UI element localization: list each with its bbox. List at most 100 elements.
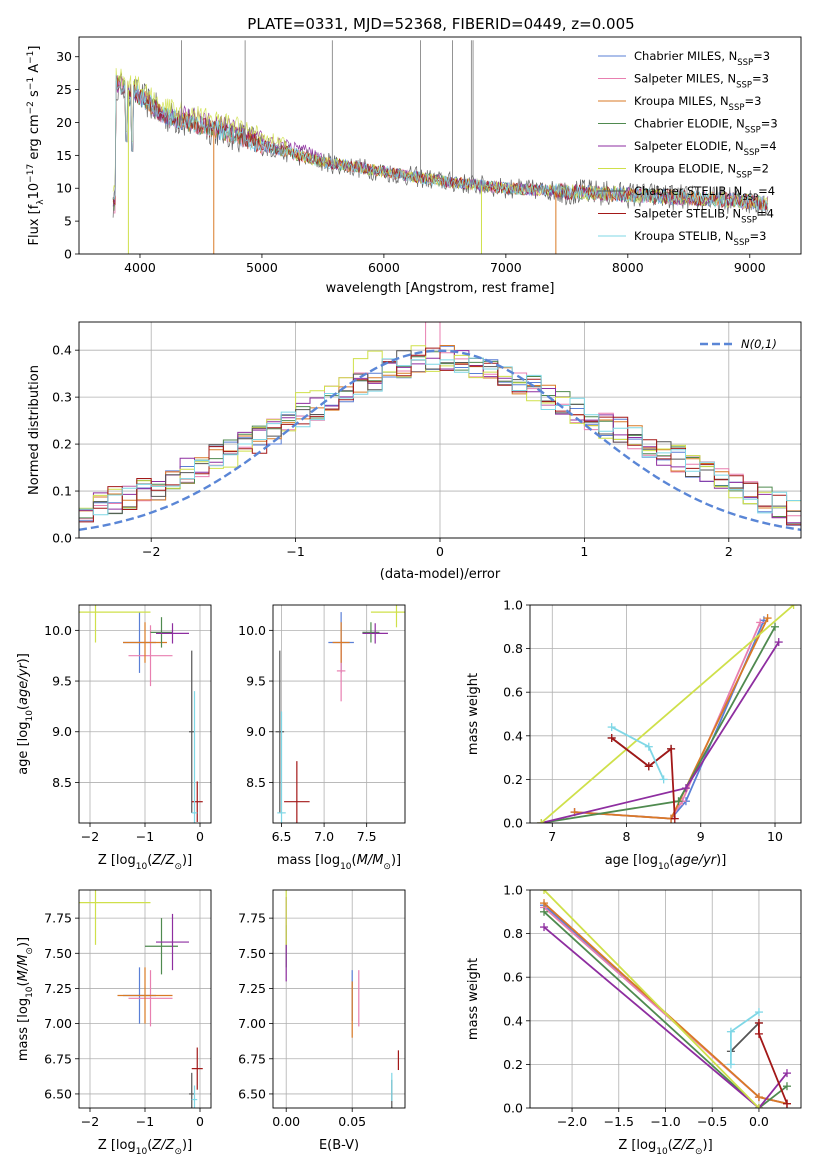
legend-entry: Kroupa MILES, NSSP=3 [634, 94, 761, 113]
x-tick-label: 7.5 [357, 829, 377, 844]
y-tick-label: 9.0 [246, 724, 266, 739]
y-axis-label: mass weight [466, 673, 481, 755]
x-axis-label: age [log10(age/yr)] [605, 853, 727, 872]
legend-entry: Chabrier ELODIE, NSSP=3 [634, 117, 778, 136]
age-vs-mass-panel: 6.5 7.0 7.5 8.5 9.0 9.5 10.0 mass [log10(M/M⊙)] [238, 604, 406, 872]
legend-entry: Chabrier MILES, NSSP=3 [634, 49, 770, 68]
weight-series [543, 911, 788, 1108]
y-tick-label: 1.0 [503, 598, 523, 613]
y-tick-label: 0.8 [503, 641, 523, 656]
y-tick-label: 9.5 [246, 674, 266, 689]
y-tick-label: 6.75 [238, 1051, 266, 1066]
mass-vs-Z-panel: −2 −1 0 6.50 6.75 7.00 7.25 7.50 7.75 Z [log10(Z/… [16, 889, 212, 1157]
y-axis-label: mass weight [466, 958, 481, 1040]
y-tick-label: 6.50 [238, 1086, 266, 1101]
axes-frame [272, 889, 406, 1109]
x-axis-label: wavelength [Angstrom, rest frame] [326, 281, 555, 296]
y-axis-label: Flux [fλ10−17 erg cm−2 s−1 A−1] [26, 46, 46, 246]
x-tick-label: 5000 [246, 260, 278, 275]
errorbars [275, 605, 405, 823]
y-tick-label: 7.50 [44, 946, 72, 961]
x-tick-label: 7 [548, 829, 556, 844]
x-tick-label: 9 [697, 829, 705, 844]
y-tick-label: 25 [56, 82, 72, 97]
weight-series [574, 617, 769, 820]
x-axis-label: (data-model)/error [380, 567, 501, 582]
errorbars [79, 605, 203, 823]
y-tick-label: 7.00 [238, 1016, 266, 1031]
y-tick-label: 7.25 [44, 981, 72, 996]
axes-frame [529, 889, 802, 1109]
y-tick-label: 8.5 [52, 775, 72, 790]
x-tick-label: 2 [725, 544, 733, 559]
weight-series [611, 726, 665, 780]
x-tick-label: 0.0 [749, 1114, 769, 1129]
x-tick-label: 7.0 [314, 829, 334, 844]
x-tick-label: 0.00 [272, 1114, 300, 1129]
axes-frame [78, 889, 212, 1109]
x-axis-label: mass [log10(M/M⊙)] [277, 853, 401, 872]
legend-entry: Salpeter ELODIE, NSSP=4 [634, 139, 777, 158]
y-tick-label: 0.2 [52, 437, 72, 452]
y-tick-label: 6.75 [44, 1051, 72, 1066]
axes-frame [272, 604, 406, 824]
y-tick-label: 15 [56, 148, 72, 163]
y-tick-label: 5 [64, 214, 72, 229]
x-tick-label: 0 [436, 544, 444, 559]
y-tick-label: 9.5 [52, 674, 72, 689]
x-tick-label: 0 [196, 1114, 204, 1129]
gaussian-curve [79, 349, 801, 531]
y-tick-label: 0.0 [52, 531, 72, 546]
x-tick-label: −1 [136, 829, 154, 844]
x-tick-label: 8000 [612, 260, 644, 275]
x-tick-label: 0.05 [338, 1114, 366, 1129]
weight-series [730, 1022, 760, 1052]
legend: Chabrier MILES, NSSP=3 Salpeter MILES, NS… [598, 49, 778, 248]
y-tick-label: 7.75 [238, 911, 266, 926]
spectrum-panel: 4000 5000 6000 7000 8000 9000 0 5 10 15 20 25 30 wave… [26, 36, 802, 296]
weight-series [611, 737, 676, 819]
y-tick-label: 0.4 [52, 343, 72, 358]
histogram-series [79, 357, 801, 538]
weight-vs-Z-panel: −2.0 −1.5 −1.0 −0.5 0.0 0.0 0.2 0.4 0.6 0.8 1.0 Z [… [466, 883, 802, 1157]
x-axis-label: Z [log10(Z/Z⊙)] [98, 853, 192, 872]
y-axis-label: Normed distribution [27, 365, 42, 495]
legend-entry: N(0,1) [741, 337, 777, 351]
weight-vs-age-panel: 7 8 9 10 0.0 0.2 0.4 0.6 0.8 1.0 age [log10(age/yr… [466, 598, 802, 872]
y-tick-label: 0.2 [503, 1057, 523, 1072]
y-tick-label: 0.4 [503, 1013, 523, 1028]
y-tick-label: 0.3 [52, 390, 72, 405]
x-tick-label: 1 [580, 544, 588, 559]
weight-series [574, 619, 765, 820]
y-tick-label: 1.0 [503, 883, 523, 898]
age-vs-Z-panel: −2 −1 0 8.5 9.0 9.5 10.0 Z [log10(Z/Z⊙)] age [lo… [16, 604, 212, 872]
axes-frame [78, 604, 212, 824]
y-tick-label: 6.50 [44, 1086, 72, 1101]
legend-entry: Salpeter STELIB, NSSP=4 [634, 207, 774, 226]
x-tick-label: −2.0 [557, 1114, 587, 1129]
y-tick-label: 7.75 [44, 911, 72, 926]
y-axis-label: age [log10(age/yr)] [16, 653, 35, 775]
axes-frame [529, 604, 802, 824]
x-axis-label: E(B-V) [319, 1138, 359, 1153]
y-tick-label: 7.25 [238, 981, 266, 996]
x-tick-label: 6000 [368, 260, 400, 275]
x-tick-label: −2 [81, 1114, 99, 1129]
y-tick-label: 8.5 [246, 775, 266, 790]
x-tick-label: −0.5 [697, 1114, 727, 1129]
y-axis-label: mass [log10(M/M⊙)] [16, 937, 35, 1061]
y-tick-label: 30 [56, 49, 72, 64]
x-tick-label: 6.5 [272, 829, 292, 844]
y-tick-label: 7.50 [238, 946, 266, 961]
x-tick-label: −2 [142, 544, 160, 559]
y-tick-label: 0.4 [503, 728, 523, 743]
x-tick-label: 9000 [734, 260, 766, 275]
weight-series [574, 622, 762, 820]
mass-vs-ebv-panel: 0.00 0.05 6.50 6.75 7.00 7.25 7.50 7.75 E(B-V) [238, 889, 406, 1153]
weight-series [540, 605, 795, 823]
histograms [79, 322, 801, 538]
x-tick-label: 4000 [124, 260, 156, 275]
y-tick-label: 9.0 [52, 724, 72, 739]
x-tick-label: 7000 [490, 260, 522, 275]
x-tick-label: −1 [286, 544, 304, 559]
